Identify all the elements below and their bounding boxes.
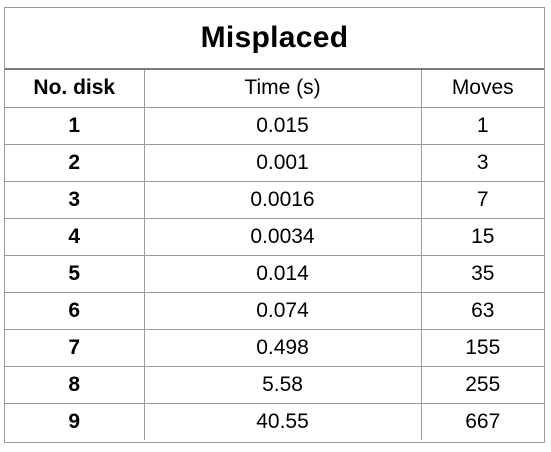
cell-time: 0.015 [144, 107, 422, 145]
table-row: 1 0.015 1 [5, 107, 544, 145]
cell-time: 40.55 [144, 403, 422, 440]
cell-time: 0.498 [144, 329, 422, 367]
cell-disk: 1 [5, 107, 145, 145]
cell-time: 0.074 [144, 292, 422, 330]
table-title: Misplaced [200, 21, 349, 54]
cell-moves: 667 [465, 409, 501, 433]
table-row: 8 5.58 255 [5, 366, 544, 404]
table-title-row: Misplaced [5, 8, 544, 70]
cell-disk: 9 [5, 403, 145, 440]
cell-disk: 8 [5, 366, 145, 404]
cell-moves: 1 [421, 107, 544, 145]
cell-time: 5.58 [144, 366, 422, 404]
header-row: No. disk Time (s) Moves [5, 70, 544, 108]
table-row: 6 0.074 63 [5, 292, 544, 330]
cell-disk: 4 [5, 218, 145, 256]
table-row: 3 0.0016 7 [5, 181, 544, 219]
results-table-container: Misplaced No. disk Time (s) Moves 1 0.01… [4, 7, 545, 443]
table-row: 9 40.55 667 [5, 403, 544, 440]
cell-time: 0.0016 [144, 181, 422, 219]
cell-moves: 3 [421, 144, 544, 182]
cell-disk: 2 [5, 144, 145, 182]
table-row: 4 0.0034 15 [5, 218, 544, 256]
cell-moves: 255 [421, 366, 544, 404]
cell-disk: 6 [5, 292, 145, 330]
cell-disk: 7 [5, 329, 145, 367]
cell-time: 0.001 [144, 144, 422, 182]
table-row: 7 0.498 155 [5, 329, 544, 367]
results-table: No. disk Time (s) Moves 1 0.015 1 2 0.00… [5, 70, 544, 440]
cell-moves: 15 [421, 218, 544, 256]
cell-time: 0.014 [144, 255, 422, 293]
header-time: Time (s) [144, 70, 422, 108]
cell-moves: 63 [421, 292, 544, 330]
header-no-disk: No. disk [5, 70, 145, 108]
header-moves: Moves [421, 70, 544, 108]
cell-moves: 155 [421, 329, 544, 367]
cell-moves: 35 [421, 255, 544, 293]
cell-time: 0.0034 [144, 218, 422, 256]
cell-moves: 7 [421, 181, 544, 219]
cell-disk: 3 [5, 181, 145, 219]
table-row: 5 0.014 35 [5, 255, 544, 293]
cell-disk: 5 [5, 255, 145, 293]
table-row: 2 0.001 3 [5, 144, 544, 182]
